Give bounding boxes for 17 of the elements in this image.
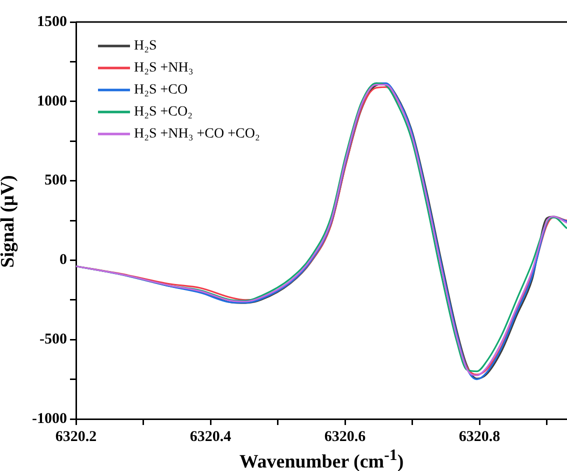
x-tick-label: 6320.6: [324, 428, 366, 445]
x-tick-label: 6320.4: [190, 428, 232, 445]
y-tick-label: 1500: [37, 14, 67, 30]
y-tick-label: 1000: [37, 93, 67, 110]
y-tick-label: 0: [60, 252, 67, 268]
y-tick-label: -1000: [32, 410, 67, 427]
legend-label: H₂S: [134, 38, 157, 54]
x-tick-label: 6320.8: [458, 428, 500, 445]
y-tick-label: 500: [44, 172, 67, 189]
legend-label: H₂S +NH₃ +CO +CO₂: [134, 126, 260, 142]
legend-label: H₂S +CO₂: [134, 104, 193, 120]
legend-label: H₂S +CO: [134, 82, 188, 98]
legend-label: H₂S +NH₃: [134, 60, 194, 76]
x-axis-title: Wavenumber (cm$^{-1}$): [238, 447, 405, 471]
x-tick-label: 6320.2: [55, 428, 97, 445]
y-axis-title: Signal (μV): [0, 174, 18, 270]
y-tick-label: -500: [40, 331, 67, 348]
